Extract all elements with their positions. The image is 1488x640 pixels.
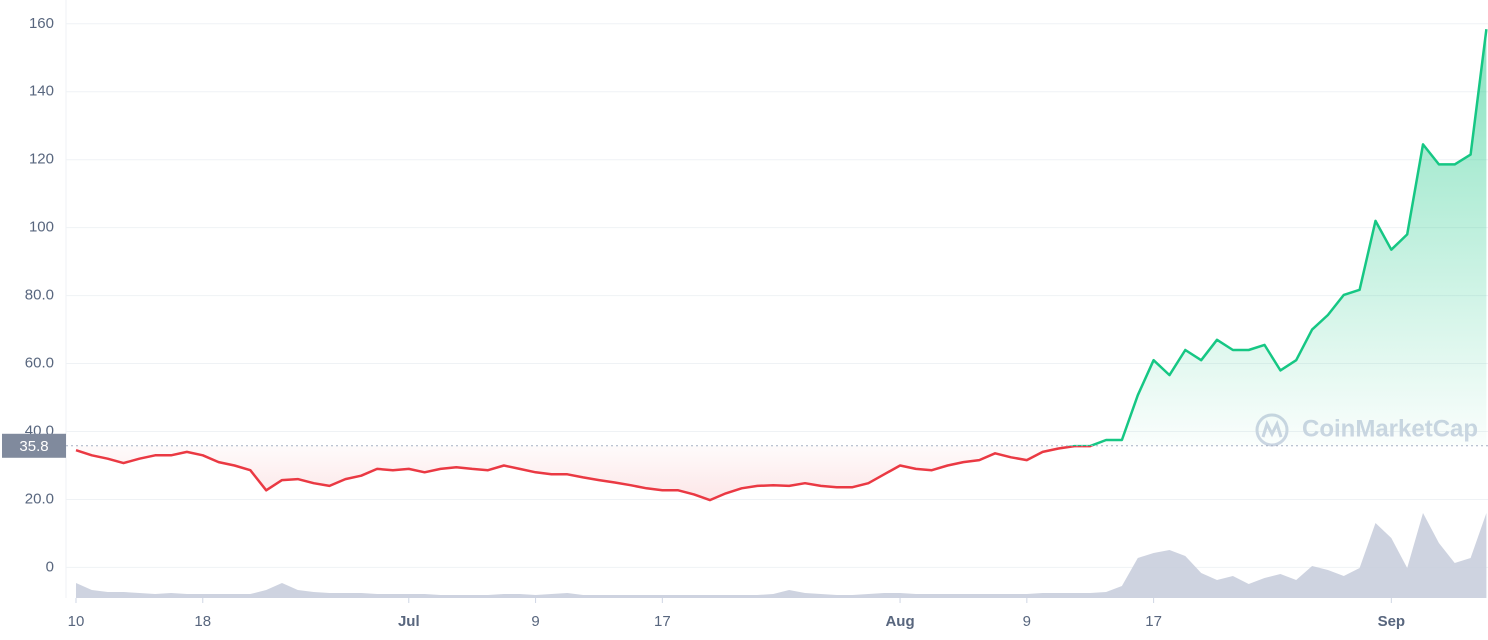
reference-label-box	[2, 433, 66, 458]
y-tick-label: 120	[29, 151, 54, 168]
y-tick-label: 0	[46, 558, 54, 575]
x-tick-label: 17	[1145, 613, 1162, 630]
x-tick-label: 10	[68, 613, 85, 630]
x-tick-label: 17	[654, 613, 671, 630]
y-tick-label: 100	[29, 219, 54, 236]
price-area	[75, 29, 1487, 501]
y-tick-label: 60.0	[25, 355, 54, 372]
x-tick-label: Aug	[885, 613, 914, 630]
x-tick-label: Jul	[398, 613, 420, 630]
y-tick-label: 160	[29, 15, 54, 32]
y-tick-label: 140	[29, 83, 54, 100]
volume-area	[75, 513, 1487, 598]
price-line	[75, 29, 1488, 502]
y-tick-label: 80.0	[25, 287, 54, 304]
x-tick-label: Sep	[1378, 613, 1406, 630]
y-tick-label: 20.0	[25, 490, 54, 507]
x-tick-label: 9	[1023, 613, 1031, 630]
x-tick-label: 18	[194, 613, 211, 630]
x-tick-label: 9	[531, 613, 539, 630]
reference-label: 35.8	[19, 438, 48, 455]
